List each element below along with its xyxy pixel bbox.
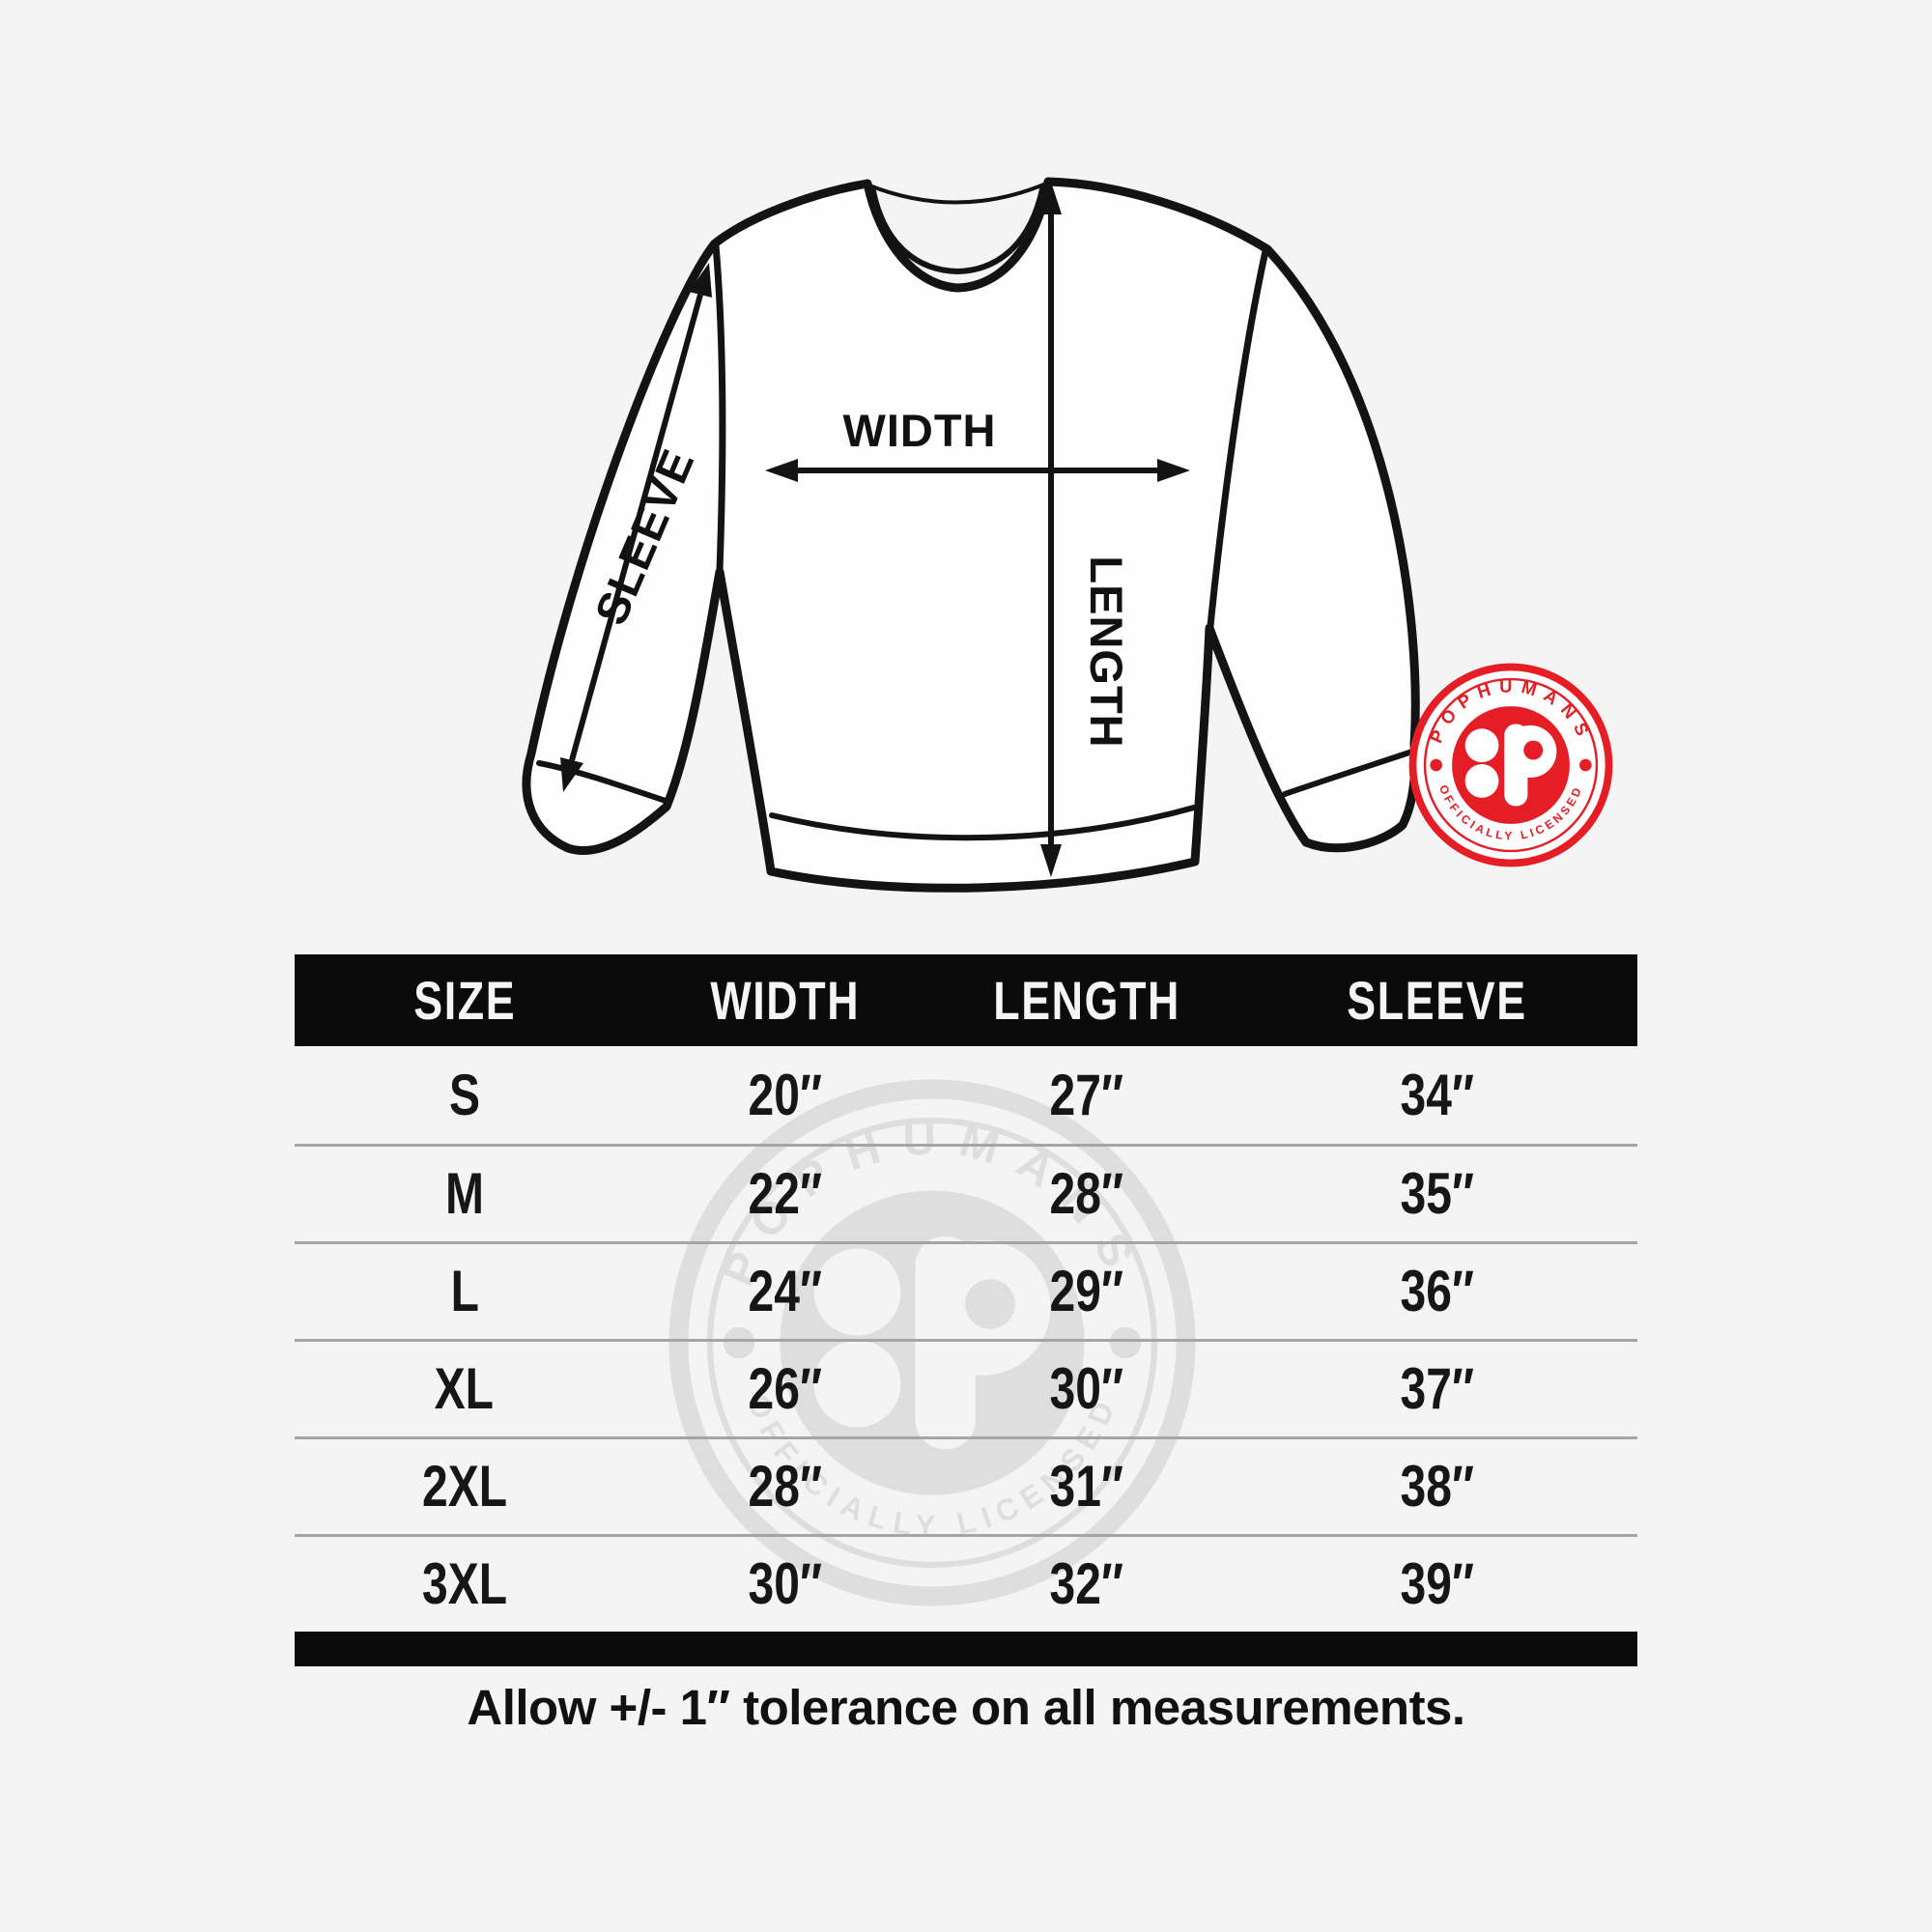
size-cell: 3XL xyxy=(421,1551,507,1616)
badge-right-dot xyxy=(1579,758,1592,772)
width-label: WIDTH xyxy=(842,405,996,456)
sleeve-cell: 35″ xyxy=(1400,1161,1475,1226)
width-cell: 26″ xyxy=(748,1356,823,1421)
watermark-outer-ring xyxy=(668,1079,1196,1606)
table-row: 2XL 28″ 31″ 38″ xyxy=(295,1436,1637,1534)
sleeve-cell: 39″ xyxy=(1400,1551,1475,1616)
table-row: S 20″ 27″ 34″ xyxy=(295,1046,1637,1144)
length-label: LENGTH xyxy=(1081,555,1132,748)
tolerance-note: Allow +/- 1″ tolerance on all measuremen… xyxy=(467,1680,1465,1735)
sleeve-cell: 38″ xyxy=(1400,1454,1475,1519)
column-header-sleeve: SLEEVE xyxy=(1347,969,1528,1031)
watermark-right-dot xyxy=(1109,1326,1142,1359)
sleeve-cell: 37″ xyxy=(1400,1356,1475,1421)
length-cell: 32″ xyxy=(1049,1551,1124,1616)
pophumans-badge: POPHUMANS OFFICIALLY LICENSED xyxy=(1408,663,1613,867)
length-arrow xyxy=(1040,182,1062,877)
right-cuff-seam xyxy=(1282,749,1415,797)
size-cell: L xyxy=(450,1259,479,1323)
table-row: L 24″ 29″ 36″ xyxy=(295,1241,1637,1339)
sweatshirt-diagram: WIDTH LENGTH SLEEVE xyxy=(522,177,1420,893)
length-cell: 28″ xyxy=(1049,1161,1124,1226)
width-cell: 24″ xyxy=(748,1259,823,1323)
width-cell: 22″ xyxy=(748,1161,823,1226)
width-arrow xyxy=(765,459,1190,482)
column-header-size: SIZE xyxy=(412,969,516,1031)
length-cell: 30″ xyxy=(1049,1356,1124,1421)
watermark-inner-ring xyxy=(706,1117,1158,1569)
waistband-seam xyxy=(769,805,1197,841)
length-cell: 31″ xyxy=(1049,1454,1124,1519)
pophumans-watermark: POPHUMANS OFFICIALLY LICENSED xyxy=(668,1079,1196,1606)
size-chart-table: SIZE WIDTH LENGTH SLEEVE S 20″ 27″ 34″ M… xyxy=(295,954,1637,1666)
badge-left-dot xyxy=(1430,758,1442,772)
column-header-width: WIDTH xyxy=(710,969,861,1031)
collar-top-seam xyxy=(867,182,1048,205)
size-cell: S xyxy=(448,1062,480,1127)
length-cell: 29″ xyxy=(1049,1259,1124,1323)
table-footer-bar xyxy=(295,1632,1637,1666)
badge-inner-ring xyxy=(1423,677,1599,853)
table-header-bar: SIZE WIDTH LENGTH SLEEVE xyxy=(295,954,1637,1046)
width-cell: 30″ xyxy=(748,1551,823,1616)
column-header-length: LENGTH xyxy=(993,969,1180,1031)
left-cuff-seam xyxy=(536,760,671,805)
badge-monogram-icon xyxy=(1452,706,1570,824)
collar-inner-seam xyxy=(870,186,1045,275)
sleeve-arrow xyxy=(560,263,712,792)
table-row: M 22″ 28″ 35″ xyxy=(295,1144,1637,1241)
size-cell: XL xyxy=(435,1356,495,1421)
watermark-left-dot xyxy=(723,1326,755,1359)
right-shoulder-seam xyxy=(1207,247,1269,630)
width-cell: 20″ xyxy=(748,1062,823,1127)
sleeve-cell: 34″ xyxy=(1400,1062,1475,1127)
length-cell: 27″ xyxy=(1049,1062,1124,1127)
garment-outline xyxy=(522,177,1420,893)
width-cell: 28″ xyxy=(748,1454,823,1519)
size-cell: M xyxy=(444,1161,484,1226)
table-row: XL 26″ 30″ 37″ xyxy=(295,1339,1637,1436)
table-row: 3XL 30″ 32″ 39″ xyxy=(295,1534,1637,1632)
sleeve-cell: 36″ xyxy=(1400,1259,1475,1323)
size-cell: 2XL xyxy=(421,1454,507,1519)
left-shoulder-seam xyxy=(712,242,726,574)
